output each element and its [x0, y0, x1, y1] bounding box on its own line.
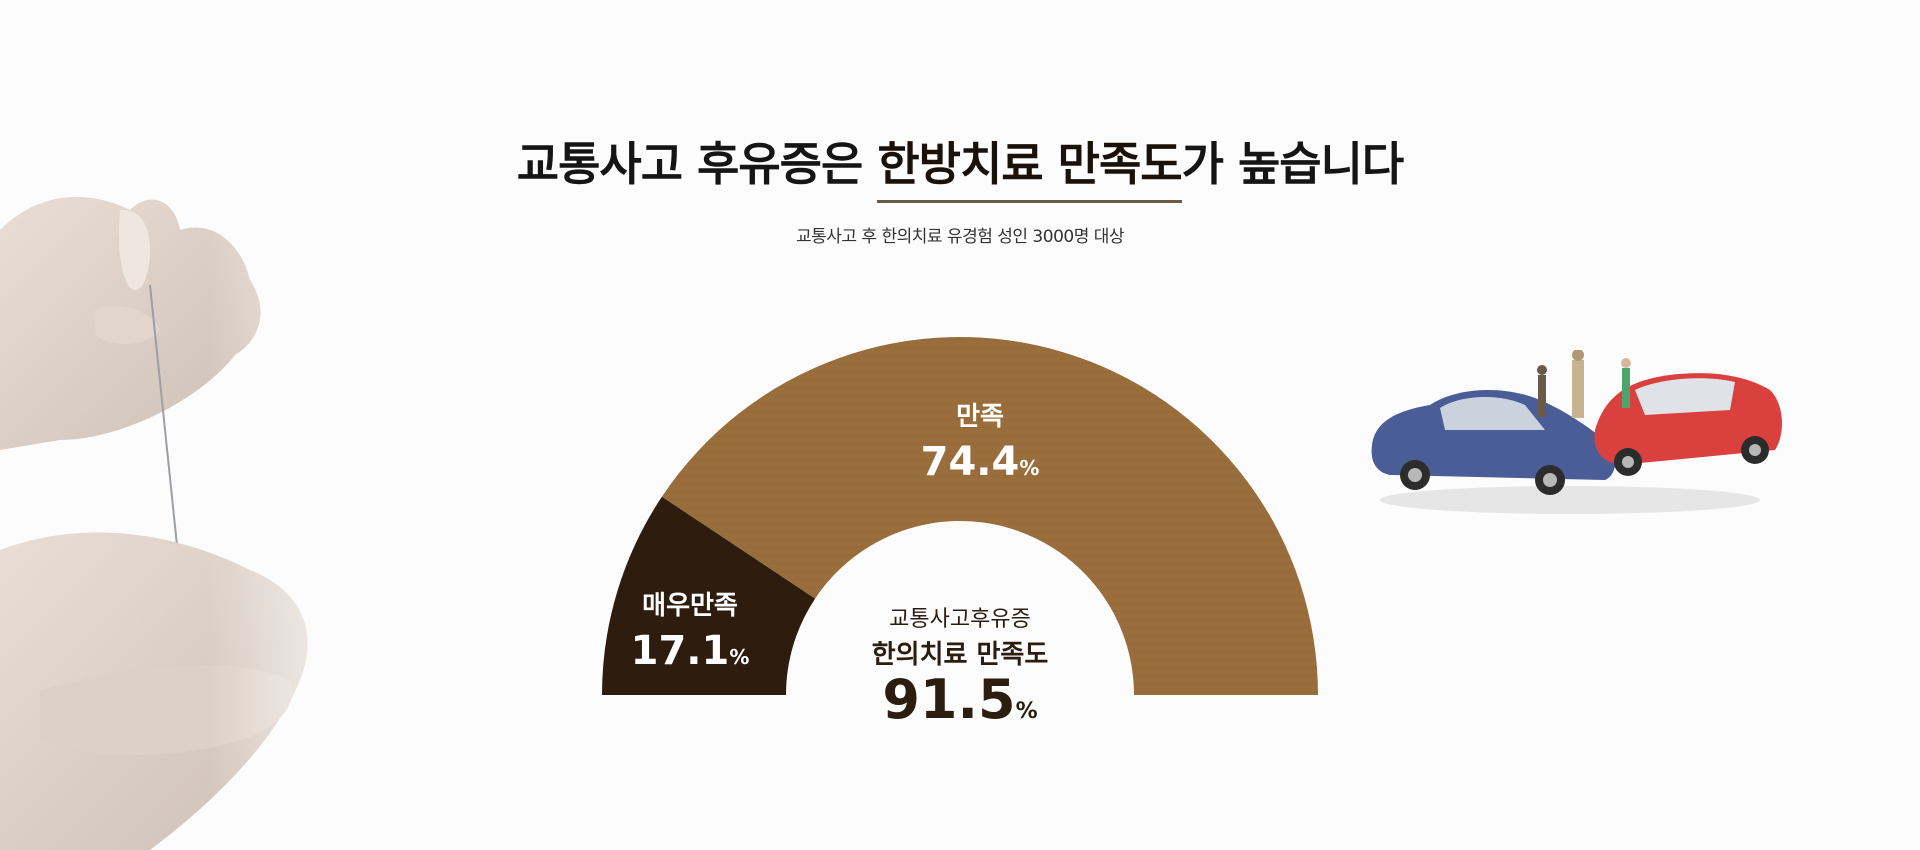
center-line1: 교통사고후유증 [889, 607, 1031, 632]
center-value: 91.5% [882, 668, 1037, 731]
slice-label-0: 매우만족 [642, 591, 738, 621]
car-accident-image [1371, 350, 1782, 514]
title-pre: 교통사고 후유증은 [516, 137, 878, 191]
slice-label-1: 만족 [956, 402, 1004, 432]
title-post: 가 높습니다 [1181, 137, 1405, 191]
chart-slices [602, 337, 1318, 695]
center-line2: 한의치료 만족도 [872, 640, 1049, 670]
page-title: 교통사고 후유증은 한방치료 만족도가 높습니다 [0, 128, 1920, 203]
slice-texture-1 [661, 337, 1318, 695]
slice-value-0: 17.1% [631, 628, 750, 674]
page-subtitle: 교통사고 후 한의치료 유경험 성인 3000명 대상 [795, 227, 1125, 247]
slice-texture-0 [602, 496, 816, 695]
acupuncture-hands-image [0, 170, 380, 850]
title-highlight: 한방치료 만족도 [877, 128, 1183, 203]
slice-value-1: 74.4% [921, 439, 1040, 485]
